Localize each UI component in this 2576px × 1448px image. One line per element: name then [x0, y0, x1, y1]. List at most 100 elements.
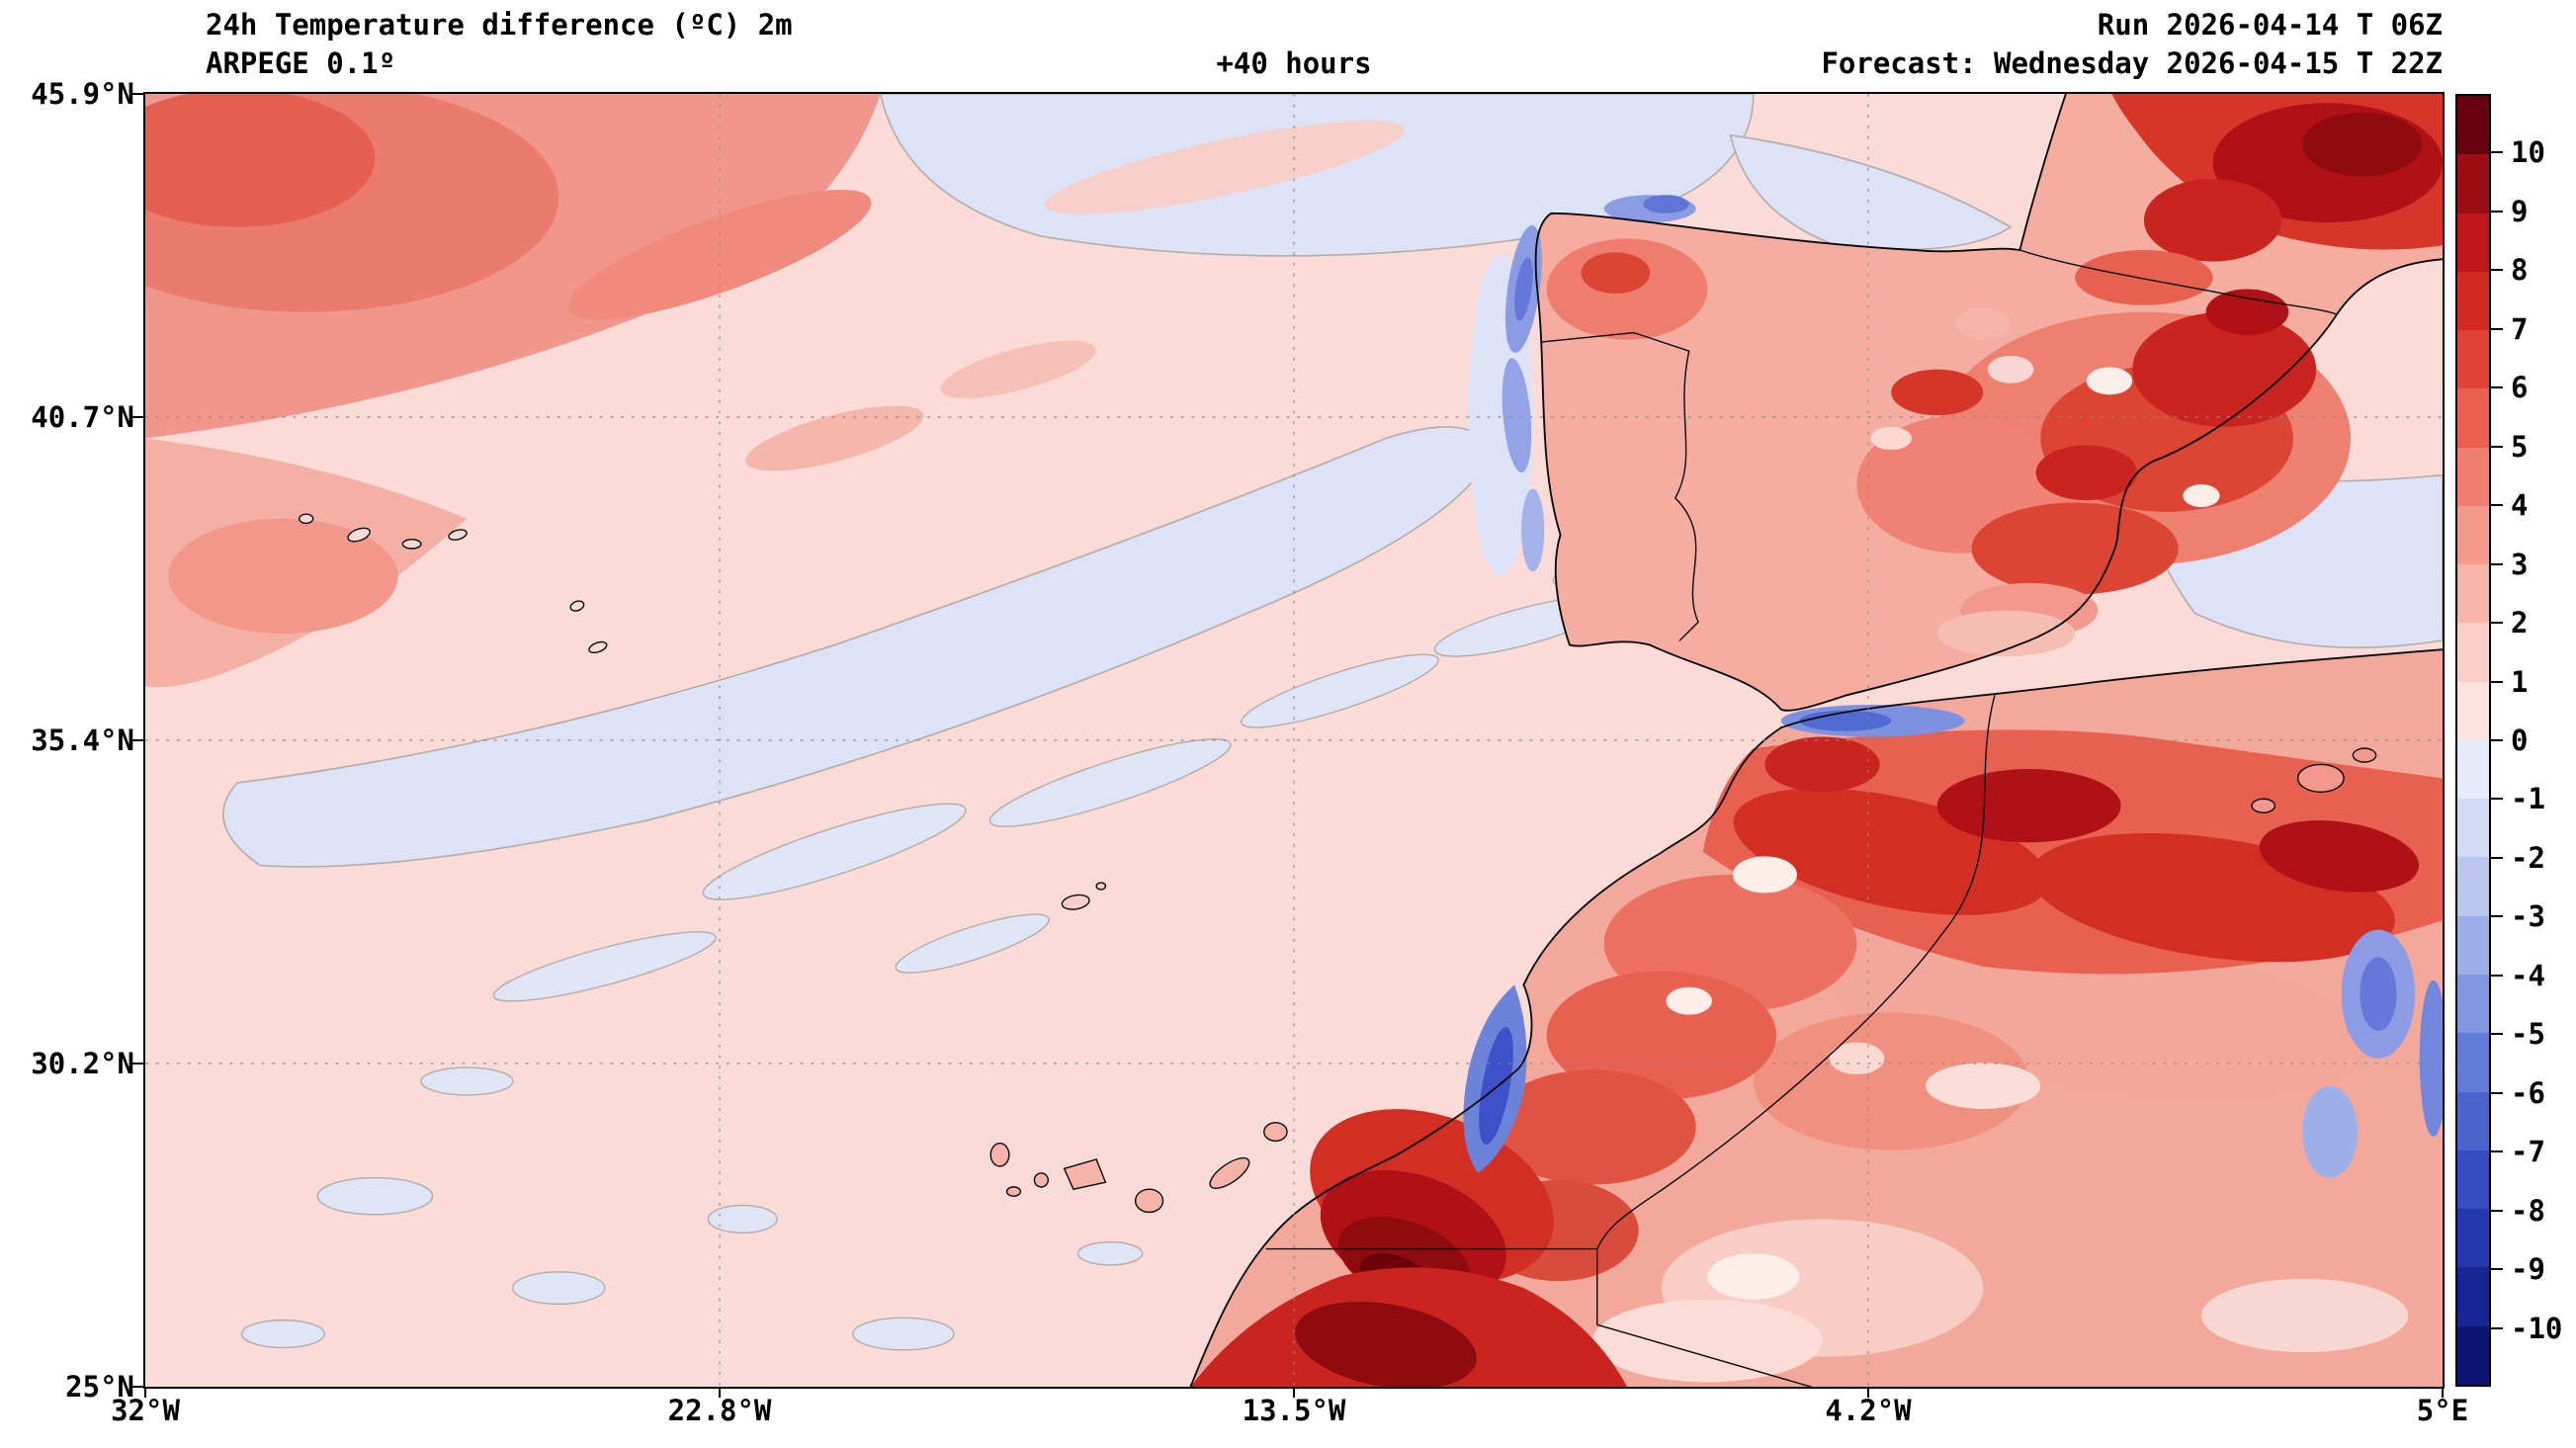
colorbar-segment [2457, 271, 2489, 331]
colorbar-tick-mark [2491, 1150, 2503, 1153]
colorbar-segment [2457, 1091, 2489, 1150]
colorbar-segment [2457, 564, 2489, 624]
map-title: 24h Temperature difference (ºC) 2m [206, 8, 793, 42]
coastline-africa-atlantic [1189, 726, 1782, 1387]
colorbar-tick-mark [2491, 798, 2503, 801]
map-plot [143, 92, 2445, 1389]
colorbar-segment [2457, 388, 2489, 448]
colorbar-segment [2457, 447, 2489, 506]
border-spain-portugal [1541, 331, 1699, 641]
colorbar-tick-label: -4 [2511, 958, 2545, 992]
colorbar-segment [2457, 623, 2489, 682]
x-tick-mark [2442, 1387, 2444, 1398]
colorbar-tick-label: 2 [2511, 606, 2529, 640]
temperature-field-map [145, 94, 2443, 1387]
colorbar-tick-mark [2491, 1091, 2503, 1094]
colorbar-tick-label: 9 [2511, 194, 2529, 228]
colorbar-segment [2457, 681, 2489, 740]
colorbar-tick-mark [2491, 622, 2503, 625]
colorbar-segment [2457, 799, 2489, 858]
colorbar-tick-mark [2491, 562, 2503, 565]
border-spain-france [2018, 249, 2338, 315]
africa-warm-anomalies [1190, 729, 2443, 1387]
y-tick-mark [132, 1386, 145, 1388]
islands [299, 513, 2377, 1214]
colorbar-segment [2457, 1209, 2489, 1268]
colorbar-segment [2457, 505, 2489, 565]
x-tick-label: 22.8°W [667, 1394, 772, 1427]
colorbar-tick-label: 7 [2511, 311, 2529, 346]
colorbar-tick-label: -5 [2511, 1017, 2545, 1052]
colorbar-tick-label: -9 [2511, 1252, 2545, 1287]
colorbar-tick-mark [2491, 445, 2503, 448]
colorbar-tick-mark [2491, 739, 2503, 741]
x-tick-label: 13.5°W [1242, 1394, 1346, 1427]
x-tick-label: 4.2°W [1825, 1394, 1912, 1427]
colorbar-tick-mark [2491, 386, 2503, 389]
colorbar-tick-label: 4 [2511, 488, 2529, 523]
x-tick-mark [1867, 1387, 1869, 1398]
colorbar-tick-label: -10 [2511, 1311, 2563, 1345]
colorbar-segment [2457, 96, 2489, 155]
x-tick-mark [1293, 1387, 1295, 1398]
colorbar-segment [2457, 1150, 2489, 1210]
coastline-africa-mediterranean [1779, 648, 2443, 729]
border-western-sahara [1265, 1247, 1812, 1387]
y-tick-mark [132, 739, 145, 741]
colorbar-tick-mark [2491, 915, 2503, 918]
colorbar-segment [2457, 1325, 2489, 1385]
cold-anomalies [1463, 195, 2443, 1353]
colorbar [2455, 94, 2491, 1387]
x-tick-mark [719, 1387, 721, 1398]
colorbar-tick-label: 8 [2511, 253, 2529, 288]
coastline-europe [1534, 94, 2443, 712]
graticule-gridlines [145, 94, 2443, 1387]
colorbar-tick-label: 6 [2511, 371, 2529, 405]
colorbar-segment [2457, 154, 2489, 213]
colorbar-tick-mark [2491, 1033, 2503, 1036]
balearic-islands [2251, 747, 2377, 813]
colorbar-tick-mark [2491, 1268, 2503, 1271]
colorbar-segment [2457, 915, 2489, 975]
colorbar-segment [2457, 857, 2489, 916]
colorbar-tick-mark [2491, 1326, 2503, 1329]
y-tick-label: 45.9°N [31, 77, 134, 111]
colorbar-tick-mark [2491, 1209, 2503, 1212]
colorbar-tick-label: -7 [2511, 1135, 2545, 1169]
y-tick-label: 35.4°N [31, 724, 134, 757]
colorbar-tick-label: 3 [2511, 547, 2529, 581]
colorbar-tick-label: -3 [2511, 899, 2545, 934]
lead-time-label: +40 hours [1216, 46, 1372, 80]
colorbar-tick-label: -2 [2511, 840, 2545, 875]
x-tick-label: 5°E [2416, 1394, 2469, 1427]
iberia-warm-anomalies [1546, 94, 2443, 657]
x-tick-label: 32°W [111, 1394, 180, 1427]
colorbar-tick-label: 5 [2511, 429, 2529, 464]
colorbar-tick-label: -6 [2511, 1075, 2545, 1110]
y-tick-label: 40.7°N [31, 400, 134, 434]
y-tick-label: 25°N [65, 1370, 134, 1404]
colorbar-tick-label: 0 [2511, 724, 2529, 757]
colorbar-segment [2457, 1033, 2489, 1092]
colorbar-segment [2457, 739, 2489, 800]
colorbar-tick-mark [2491, 327, 2503, 330]
colorbar-tick-mark [2491, 504, 2503, 507]
colorbar-segment [2457, 213, 2489, 272]
y-tick-mark [132, 1063, 145, 1065]
colorbar-tick-label: 10 [2511, 135, 2545, 170]
y-tick-label: 30.2°N [31, 1047, 134, 1080]
colorbar-segment [2457, 330, 2489, 389]
colorbar-tick-mark [2491, 680, 2503, 683]
canary-islands [989, 1122, 1288, 1214]
colorbar-tick-mark [2491, 210, 2503, 213]
colorbar-tick-mark [2491, 856, 2503, 859]
azores-islands [299, 513, 608, 654]
colorbar-segment [2457, 1267, 2489, 1326]
colorbar-tick-label: 1 [2511, 664, 2529, 699]
model-label: ARPEGE 0.1º [206, 46, 396, 80]
colorbar-tick-mark [2491, 269, 2503, 272]
colorbar-tick-mark [2491, 974, 2503, 977]
forecast-label: Forecast: Wednesday 2026-04-15 T 22Z [1821, 46, 2443, 80]
colorbar-tick-label: -8 [2511, 1193, 2545, 1228]
coastlines-and-borders [1189, 94, 2443, 1387]
